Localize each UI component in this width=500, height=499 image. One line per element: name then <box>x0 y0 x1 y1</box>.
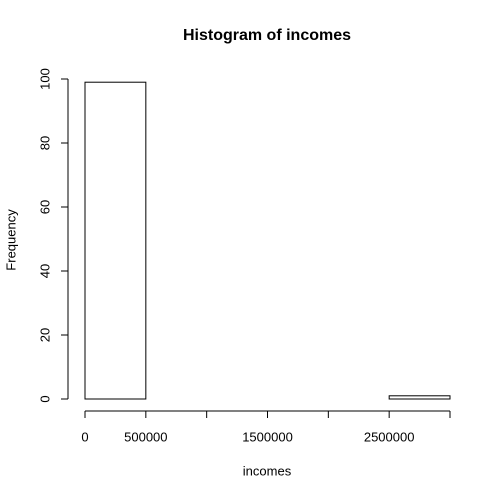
y-tick-label: 0 <box>37 395 52 402</box>
x-axis-label: incomes <box>243 463 292 478</box>
y-tick-label: 20 <box>37 328 52 342</box>
y-axis-label: Frequency <box>3 209 18 271</box>
x-tick-label: 0 <box>81 429 88 444</box>
x-tick-label: 2500000 <box>364 429 415 444</box>
x-tick-label: 500000 <box>124 429 167 444</box>
bar <box>84 81 147 400</box>
y-tick-label: 80 <box>37 136 52 150</box>
y-tick-label: 40 <box>37 264 52 278</box>
chart-title: Histogram of incomes <box>183 27 351 44</box>
y-tick-label: 60 <box>37 200 52 214</box>
x-tick-label: 1500000 <box>242 429 293 444</box>
bar <box>388 395 451 400</box>
y-tick-label: 100 <box>37 68 52 90</box>
